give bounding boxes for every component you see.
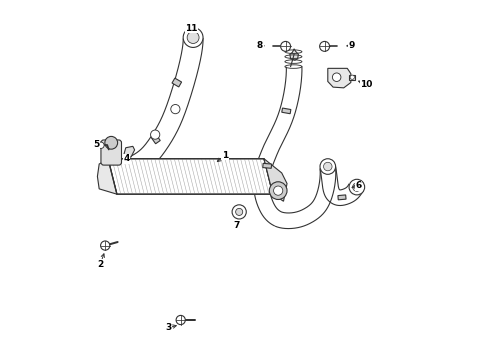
Text: 6: 6 bbox=[355, 181, 361, 190]
Circle shape bbox=[176, 315, 185, 325]
Polygon shape bbox=[327, 68, 350, 88]
Circle shape bbox=[352, 183, 360, 192]
Text: 5: 5 bbox=[93, 140, 99, 149]
Text: 7: 7 bbox=[233, 221, 240, 230]
Polygon shape bbox=[108, 159, 272, 194]
Circle shape bbox=[319, 159, 335, 174]
Text: 10: 10 bbox=[360, 80, 372, 89]
Text: 2: 2 bbox=[97, 260, 103, 269]
Circle shape bbox=[150, 130, 160, 139]
Circle shape bbox=[269, 182, 286, 199]
Text: 4: 4 bbox=[123, 154, 130, 163]
Bar bbox=[337, 195, 346, 200]
Text: 8: 8 bbox=[257, 41, 263, 50]
Circle shape bbox=[232, 205, 246, 219]
Bar bbox=[281, 108, 290, 114]
Polygon shape bbox=[264, 159, 286, 201]
Text: 3: 3 bbox=[165, 323, 171, 332]
Polygon shape bbox=[289, 49, 298, 60]
Circle shape bbox=[273, 186, 282, 195]
Circle shape bbox=[319, 41, 329, 51]
Text: 9: 9 bbox=[347, 41, 354, 50]
Circle shape bbox=[101, 241, 110, 250]
Circle shape bbox=[187, 32, 199, 44]
Circle shape bbox=[280, 41, 290, 51]
Circle shape bbox=[348, 179, 364, 195]
Circle shape bbox=[323, 162, 331, 171]
Bar bbox=[172, 78, 181, 87]
Text: 1: 1 bbox=[222, 151, 228, 160]
Circle shape bbox=[332, 73, 340, 81]
Circle shape bbox=[235, 208, 242, 215]
Bar bbox=[262, 163, 271, 168]
Bar bbox=[151, 135, 160, 144]
Polygon shape bbox=[97, 159, 117, 194]
Bar bbox=[348, 75, 355, 80]
FancyBboxPatch shape bbox=[101, 140, 121, 165]
Circle shape bbox=[104, 136, 118, 149]
Circle shape bbox=[98, 142, 104, 148]
Text: 11: 11 bbox=[184, 24, 197, 33]
Circle shape bbox=[170, 104, 180, 114]
Circle shape bbox=[349, 75, 354, 79]
Polygon shape bbox=[124, 146, 134, 158]
Circle shape bbox=[183, 28, 203, 48]
